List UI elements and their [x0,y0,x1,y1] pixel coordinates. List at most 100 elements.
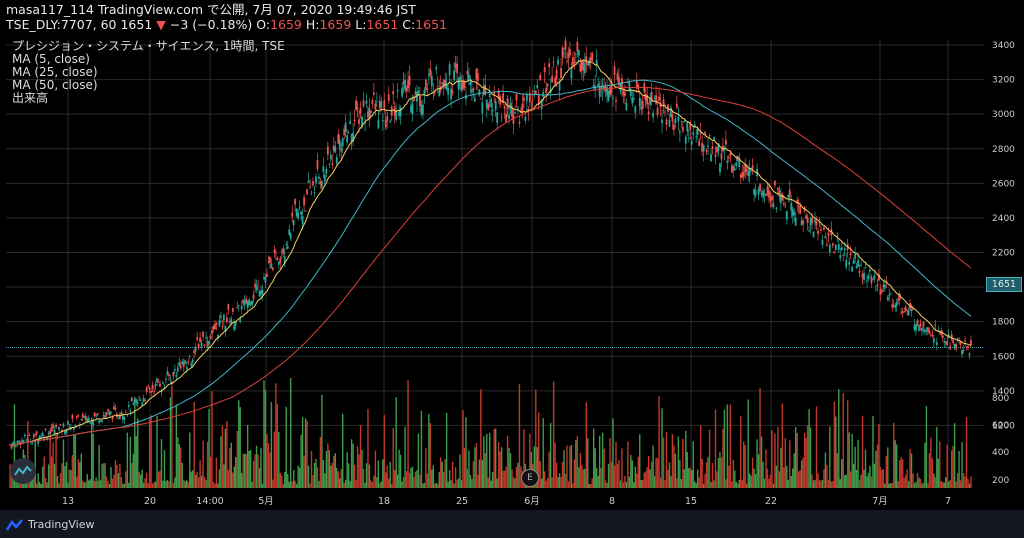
price-tick-label: 1200 [992,421,1015,431]
candle-body [404,80,406,90]
volume-bar [315,458,317,488]
candle-body [907,310,910,316]
volume-bar [869,465,871,488]
volume-bar [434,483,436,488]
volume-bar [493,429,495,488]
volume-bar [203,476,206,488]
legend-ma25[interactable]: MA (25, close) [12,65,98,79]
candle-body [876,284,879,286]
candle-body [387,94,390,102]
volume-bar [907,481,910,488]
volume-bar [584,468,586,488]
volume-bar [200,475,203,488]
volume-bar [595,467,598,488]
volume-bar [229,447,231,488]
candle-body [460,82,463,91]
candle-body [677,116,680,122]
candle-body [778,190,781,195]
tradingview-logo[interactable]: TradingView [6,518,94,531]
candle-body [818,222,821,223]
candle-body [689,123,692,130]
candle-body [929,334,932,336]
candle-body [18,440,20,442]
volume-bar [943,482,945,488]
candle-body [958,340,960,342]
volume-bar [214,483,216,488]
candle-body [297,212,300,219]
volume-bar [949,479,951,488]
candle-body [817,230,819,234]
candle-body [408,76,411,86]
volume-bar [624,475,626,488]
volume-bar [561,461,564,488]
volume-bar [806,425,809,488]
volume-bar [848,432,850,488]
volume-bar [307,465,310,488]
candle-body [926,327,929,332]
volume-bar [370,480,372,488]
legend-ma50[interactable]: MA (50, close) [12,78,98,92]
candle-body [739,174,742,178]
volume-bar [223,464,225,488]
volume-bar [79,462,81,488]
candle-body [916,320,919,327]
volume-bar [83,482,85,488]
candle-body [640,106,643,110]
chart-settings-icon[interactable] [10,458,36,484]
candle-body [472,88,475,90]
candle-body [358,119,360,125]
candle-body [589,57,592,61]
volume-bar [543,471,546,488]
candle-body [280,250,283,252]
candle-body [686,122,689,132]
volume-bar [64,466,66,488]
earnings-event-icon[interactable]: E [521,469,539,487]
volume-bar [771,430,773,488]
volume-bar [331,462,334,488]
candle-body [757,189,760,195]
legend-volume[interactable]: 出来高 [12,91,49,105]
volume-bar [128,482,130,488]
volume-bar [778,471,781,488]
volume-bar [820,480,822,488]
candle-body [713,137,715,141]
volume-bar [729,404,732,488]
volume-bar [613,465,616,488]
candle-body [895,301,898,306]
candle-body [953,344,956,349]
volume-bar [358,454,360,488]
volume-bar [258,468,261,488]
candle-body [361,116,363,128]
volume-bar [261,483,264,488]
symbol-label: TSE_DLY:7707, 60 [6,17,117,32]
candle-body [41,432,44,437]
volume-bar [722,428,724,488]
candle-body [546,84,549,87]
candle-body [692,132,695,135]
volume-bar [89,479,91,488]
volume-bars [9,378,972,488]
candle-body [417,90,420,93]
candle-body [809,218,812,226]
candle-body [173,369,176,371]
candle-body [702,144,705,152]
close-value: 1651 [415,17,448,32]
volume-bar [677,436,680,488]
volume-bar [879,467,882,488]
volume-bar [591,478,593,488]
candle-body [714,154,717,157]
volume-bar [597,476,599,488]
volume-bar [881,470,883,488]
candle-body [762,190,764,198]
candle-body [837,244,840,250]
volume-bar [249,449,252,488]
volume-bar [122,483,124,488]
volume-bar [790,475,792,488]
volume-bar [481,459,484,488]
candle-body [215,322,218,325]
candle-body [808,230,810,232]
legend-ma5[interactable]: MA (5, close) [12,52,90,66]
volume-bar [499,451,501,488]
volume-bar [478,459,481,488]
